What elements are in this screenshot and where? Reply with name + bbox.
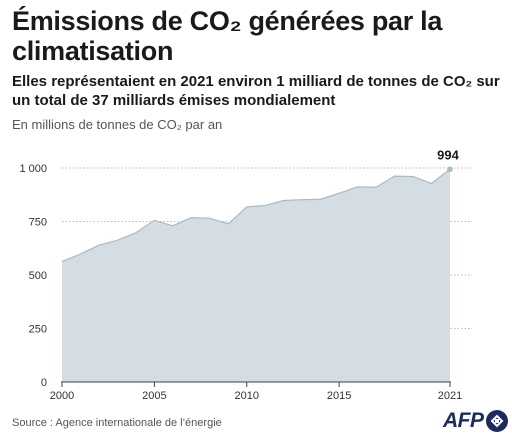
x-tick-label-2000: 2000	[50, 390, 74, 402]
series-line	[61, 168, 451, 263]
x-tick-label-2005: 2005	[142, 390, 166, 402]
afp-globe-icon	[485, 410, 508, 432]
y-tick-label-250: 250	[29, 324, 47, 336]
area-chart: 0 250 500 750 1 000 2000 2005 2010 2015 2021 994	[19, 147, 472, 402]
y-tick-label-750: 750	[29, 217, 47, 229]
y-tick-label-0: 0	[41, 377, 47, 389]
x-tick-label-2015: 2015	[327, 390, 351, 402]
area-fill	[62, 169, 450, 382]
source-note: Source : Agence internationale de l’éner…	[12, 417, 222, 429]
afp-logo: AFP	[443, 409, 508, 433]
x-tick-label-2021: 2021	[438, 390, 462, 402]
x-tick-label-2010: 2010	[235, 390, 259, 402]
data-label-2021: 994	[437, 147, 459, 162]
y-tick-label-1000: 1 000	[19, 163, 47, 175]
unit-label: En millions de tonnes de CO₂ par an	[12, 117, 223, 132]
endpoint-marker	[447, 166, 453, 173]
afp-logo-text: AFP	[443, 409, 484, 432]
chart-subtitle: Elles représentaient en 2021 environ 1 m…	[12, 73, 500, 109]
chart-title: Émissions de CO₂ générées par la climati…	[12, 6, 443, 66]
y-tick-label-500: 500	[29, 270, 47, 282]
